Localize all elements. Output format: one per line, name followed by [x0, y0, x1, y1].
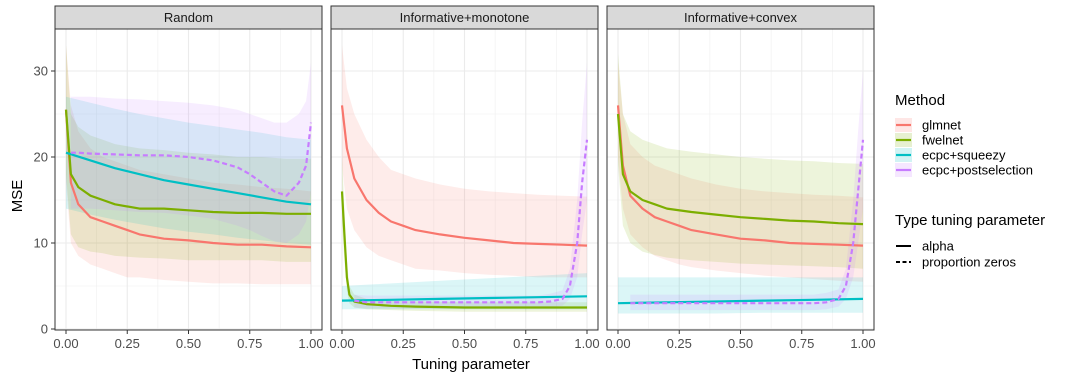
x-tick-label: 0.50: [452, 336, 477, 351]
legend-item-label: alpha: [922, 239, 955, 254]
panel-1: Informative+monotone 0.00 0.25 0.50 0.75 1.00: [329, 5, 600, 351]
x-tick-label: 0.75: [513, 336, 538, 351]
ribbon-ecpc-squeezy: [66, 96, 311, 245]
y-axis: 0 10 20 30: [34, 64, 55, 337]
y-axis-title: MSE: [9, 180, 26, 213]
x-tick-label: 1.00: [298, 336, 323, 351]
legend: Method glmnetfwelnetecpc+squeezyecpc+post…: [895, 92, 1045, 270]
facet-strip: [606, 5, 875, 30]
ribbon-ecpc-postselection: [70, 62, 312, 244]
x-tick-label: 0.75: [237, 336, 262, 351]
series-line-ecpc-postselection: [354, 139, 589, 304]
series-line-fwelnet: [340, 191, 587, 309]
ribbon-fwelnet: [618, 53, 863, 269]
x-tick-label: 0.75: [789, 336, 814, 351]
panel-0: Random 0.00 0.25 0.50 0.75 1.00: [53, 5, 324, 351]
facet-title: Informative+convex: [684, 10, 798, 25]
ribbon-fwelnet: [66, 45, 311, 262]
facet-strip: [54, 5, 323, 30]
panel-2: Informative+convex 0.00 0.25 0.50 0.75 1.00: [605, 5, 876, 351]
x-tick-label: 0.00: [53, 336, 78, 351]
legend-item-label: fwelnet: [922, 133, 964, 148]
series-line-ecpc-squeezy: [341, 295, 588, 302]
legend-title-type: Type tuning parameter: [895, 212, 1045, 229]
x-tick-label: 1.00: [850, 336, 875, 351]
series-line-fwelnet: [64, 109, 311, 215]
facet-title: Informative+monotone: [400, 10, 530, 25]
legend-item-label: glmnet: [922, 118, 961, 133]
series-line-fwelnet: [616, 113, 864, 226]
legend-item-label: ecpc+postselection: [922, 163, 1033, 178]
y-tick-label: 10: [34, 236, 48, 251]
x-tick-label: 0.25: [391, 336, 416, 351]
series-line-glmnet: [616, 105, 864, 247]
legend-title-method: Method: [895, 92, 945, 109]
x-tick-label: 0.25: [667, 336, 692, 351]
y-tick-label: 20: [34, 150, 48, 165]
series-line-ecpc-postselection: [70, 122, 313, 197]
x-tick-label: 0.00: [605, 336, 630, 351]
facet-title: Random: [164, 10, 213, 25]
x-tick-label: 0.50: [728, 336, 753, 351]
y-tick-label: 0: [41, 322, 48, 337]
series-line-glmnet: [64, 109, 312, 249]
x-tick-label: 0.25: [115, 336, 140, 351]
legend-item-label: proportion zeros: [922, 255, 1016, 270]
x-tick-label: 1.00: [574, 336, 599, 351]
facet-strip: [330, 5, 599, 30]
x-tick-label: 0.00: [329, 336, 354, 351]
legend-item-label: ecpc+squeezy: [922, 148, 1006, 163]
ribbon-glmnet: [66, 45, 311, 285]
series-line-ecpc-squeezy: [65, 151, 312, 206]
y-tick-label: 30: [34, 64, 48, 79]
ribbon-glmnet: [342, 45, 587, 278]
series-line-ecpc-postselection: [630, 139, 865, 305]
x-tick-label: 0.50: [176, 336, 201, 351]
ribbon-ecpc-postselection: [630, 71, 863, 311]
x-axis-title: Tuning parameter: [412, 356, 530, 373]
series-line-glmnet: [340, 105, 588, 247]
ribbon-ecpc-squeezy: [618, 277, 863, 314]
